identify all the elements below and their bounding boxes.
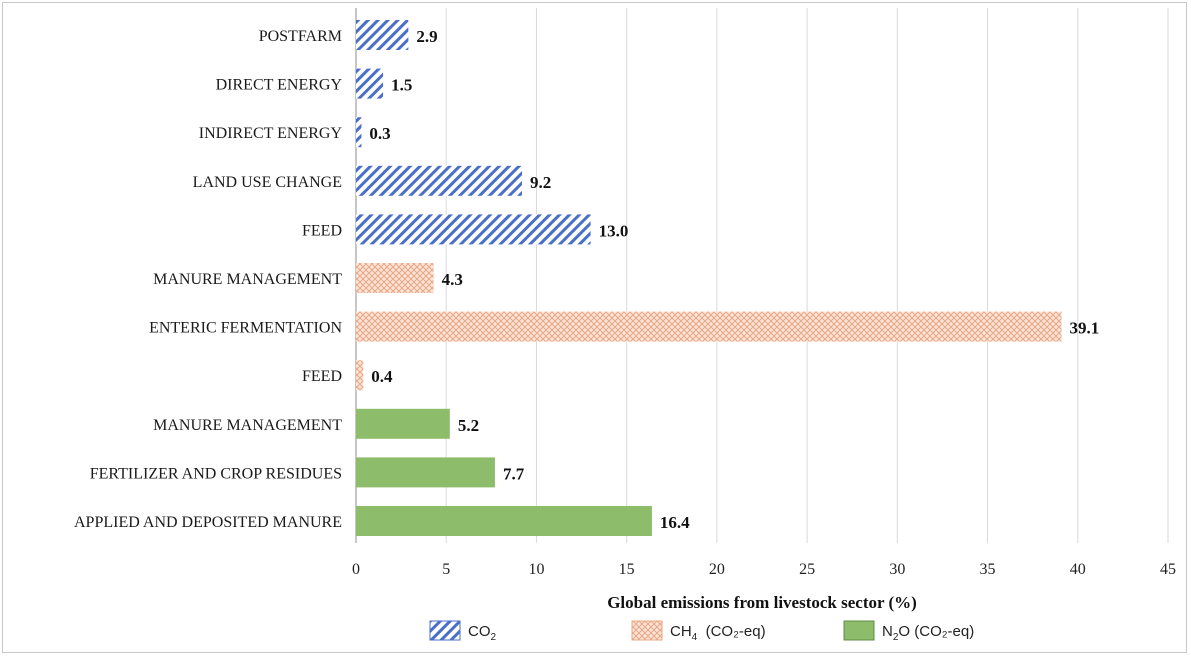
category-label: MANURE MANAGEMENT	[153, 417, 342, 434]
value-label: 16.4	[660, 513, 690, 532]
x-tick-label: 0	[352, 561, 360, 578]
x-tick-label: 5	[442, 561, 450, 578]
legend: CO2 CH4 (CO₂-eq) N2O (CO₂-eq)	[429, 620, 974, 643]
value-label: 5.2	[458, 416, 479, 435]
legend-item-co2: CO2	[429, 620, 497, 643]
legend-label: CO2	[468, 623, 497, 643]
category-label: MANURE MANAGEMENT	[153, 271, 342, 288]
legend-item-ch4: CH4 (CO₂-eq)	[631, 620, 766, 643]
x-tick-label: 45	[1160, 561, 1176, 578]
legend-swatch	[429, 620, 461, 641]
bar-n2o	[356, 506, 652, 536]
legend-item-n2o: N2O (CO₂-eq)	[843, 620, 974, 643]
x-axis-title: Global emissions from livestock sector (…	[607, 593, 917, 612]
value-label: 13.0	[599, 221, 629, 240]
value-label: 2.9	[416, 27, 437, 46]
bar-n2o	[356, 408, 450, 439]
category-label: APPLIED AND DEPOSITED MANURE	[74, 514, 342, 531]
x-tick-label: 25	[799, 561, 815, 578]
category-label: DIRECT ENERGY	[216, 77, 343, 94]
category-label: FERTILIZER AND CROP RESIDUES	[90, 465, 342, 482]
bar-ch4	[356, 311, 1062, 342]
legend-label: CH4 (CO₂-eq)	[670, 623, 766, 643]
category-label: FEED	[302, 368, 342, 385]
legend-swatch	[631, 620, 663, 641]
bars	[356, 20, 1062, 536]
bar-ch4	[356, 360, 364, 391]
x-tick-label: 15	[619, 561, 635, 578]
value-label: 9.2	[530, 173, 551, 192]
value-label: 0.3	[369, 124, 390, 143]
x-tick-label: 30	[889, 561, 905, 578]
bar-co2	[356, 68, 384, 99]
value-label: 0.4	[371, 367, 393, 386]
x-tick-label: 20	[709, 561, 725, 578]
bar-co2	[356, 214, 591, 245]
category-label: FEED	[302, 222, 342, 239]
value-label: 7.7	[503, 464, 525, 483]
bar-co2	[356, 20, 409, 50]
category-label: INDIRECT ENERGY	[199, 125, 343, 142]
category-label: ENTERIC FERMENTATION	[149, 320, 342, 337]
x-tick-label: 40	[1070, 561, 1086, 578]
bar-ch4	[356, 263, 434, 293]
bar-co2	[356, 117, 362, 148]
category-label: LAND USE CHANGE	[193, 174, 342, 191]
legend-label: N2O (CO₂-eq)	[882, 623, 974, 643]
value-label: 1.5	[391, 76, 412, 95]
labels: 0 5 10 15 20 25 30 35 40 45 POSTFARM 2.9 DIRECT ENER…	[74, 27, 1176, 578]
category-label: POSTFARM	[259, 28, 342, 45]
value-label: 4.3	[442, 270, 463, 289]
legend-swatch	[843, 620, 875, 641]
x-tick-label: 10	[528, 561, 544, 578]
bar-co2	[356, 165, 523, 196]
bar-n2o	[356, 457, 495, 488]
x-tick-label: 35	[980, 561, 996, 578]
value-label: 39.1	[1070, 319, 1100, 338]
